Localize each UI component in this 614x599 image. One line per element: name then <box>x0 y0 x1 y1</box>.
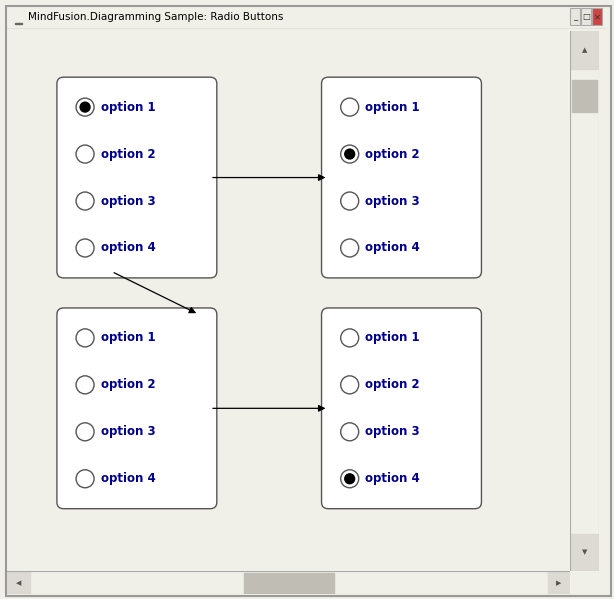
Text: option 3: option 3 <box>101 425 155 438</box>
Text: MindFusion.Diagramming Sample: Radio Buttons: MindFusion.Diagramming Sample: Radio But… <box>28 12 283 22</box>
Ellipse shape <box>341 470 359 488</box>
Text: option 4: option 4 <box>101 241 155 255</box>
Text: _: _ <box>573 12 577 22</box>
Bar <box>548 571 570 594</box>
Bar <box>570 31 599 69</box>
Bar <box>570 534 599 571</box>
Ellipse shape <box>76 98 94 116</box>
FancyBboxPatch shape <box>57 77 217 278</box>
Text: option 3: option 3 <box>365 195 420 207</box>
FancyBboxPatch shape <box>581 8 591 25</box>
Text: option 2: option 2 <box>365 147 420 161</box>
Ellipse shape <box>341 376 359 394</box>
Ellipse shape <box>341 98 359 116</box>
FancyBboxPatch shape <box>593 8 602 25</box>
Text: ▲: ▲ <box>582 47 587 53</box>
FancyBboxPatch shape <box>322 308 481 509</box>
FancyBboxPatch shape <box>570 8 580 25</box>
Ellipse shape <box>344 149 356 160</box>
Bar <box>572 80 597 112</box>
Ellipse shape <box>344 473 356 485</box>
Bar <box>15 23 21 24</box>
Text: option 1: option 1 <box>365 331 420 344</box>
Text: option 4: option 4 <box>365 472 420 485</box>
Text: option 1: option 1 <box>365 101 420 114</box>
Text: option 4: option 4 <box>101 472 155 485</box>
Ellipse shape <box>341 192 359 210</box>
Text: option 2: option 2 <box>101 379 155 391</box>
FancyBboxPatch shape <box>322 77 481 278</box>
Ellipse shape <box>76 329 94 347</box>
Ellipse shape <box>79 101 91 113</box>
Ellipse shape <box>341 145 359 163</box>
Ellipse shape <box>341 329 359 347</box>
Text: ▶: ▶ <box>556 580 562 586</box>
Bar <box>7 571 30 594</box>
FancyBboxPatch shape <box>57 308 217 509</box>
Text: ◀: ◀ <box>16 580 21 586</box>
Ellipse shape <box>76 423 94 441</box>
Text: option 3: option 3 <box>101 195 155 207</box>
Text: option 1: option 1 <box>101 101 155 114</box>
Text: □: □ <box>582 12 590 22</box>
Ellipse shape <box>76 145 94 163</box>
Ellipse shape <box>341 239 359 257</box>
Text: option 3: option 3 <box>365 425 420 438</box>
Text: ▼: ▼ <box>582 549 587 555</box>
Ellipse shape <box>341 423 359 441</box>
Text: option 2: option 2 <box>101 147 155 161</box>
Text: option 4: option 4 <box>365 241 420 255</box>
Ellipse shape <box>76 376 94 394</box>
Ellipse shape <box>76 470 94 488</box>
Text: option 1: option 1 <box>101 331 155 344</box>
FancyBboxPatch shape <box>6 6 611 596</box>
Bar <box>244 573 334 593</box>
Text: option 2: option 2 <box>365 379 420 391</box>
Ellipse shape <box>76 192 94 210</box>
Text: ✕: ✕ <box>594 12 601 22</box>
Ellipse shape <box>76 239 94 257</box>
